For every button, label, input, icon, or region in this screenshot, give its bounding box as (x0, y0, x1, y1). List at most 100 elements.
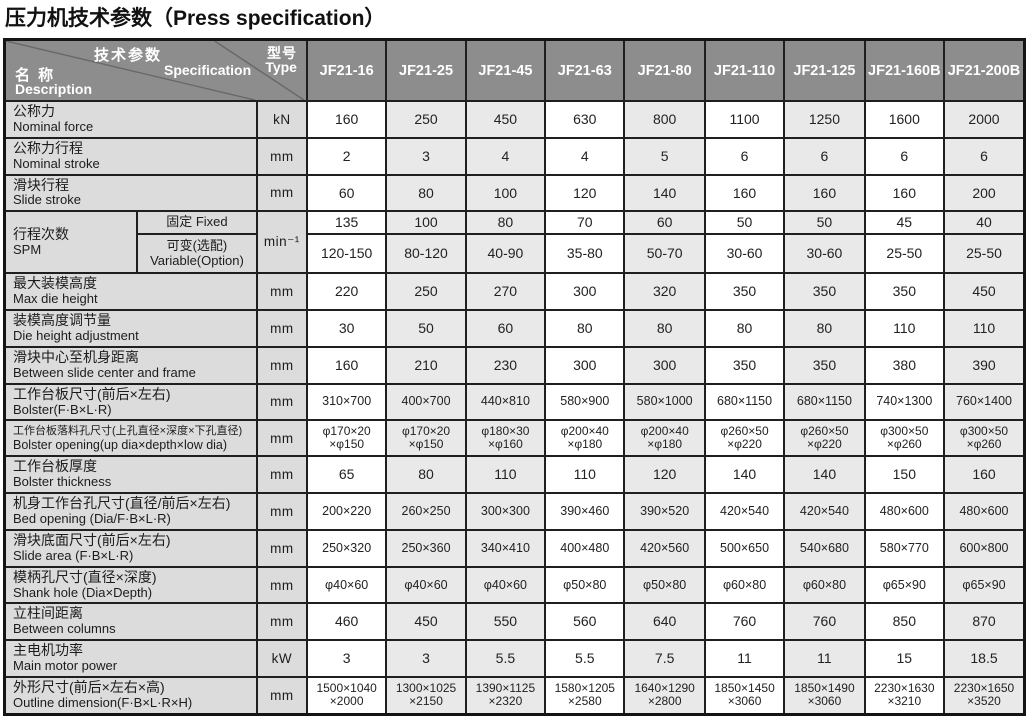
page-title: 压力机技术参数（Press specification） (5, 7, 386, 30)
table-row: 立柱间距离 Between columns mm 460 450 550 560 640 760… (3, 602, 1026, 642)
row-label-zh: 公称力行程 (13, 139, 83, 156)
spec-value-cell: 80 (385, 173, 467, 213)
spec-value-cell: 100 (385, 210, 467, 236)
spec-value-cell: 15 (863, 639, 946, 678)
spec-value-cell: 760×1400 (943, 382, 1026, 422)
spec-value-cell: φ60×80 (703, 565, 786, 605)
spec-value-cell: 600×800 (943, 528, 1026, 568)
table-row: 装模高度调节量 Die height adjustment mm 30 50 60 80 80… (3, 309, 1026, 348)
header-corner-cell: 技术参数 Specification 名 称 Description 型号 Ty… (3, 38, 308, 102)
spec-value-cell: 80-120 (385, 233, 467, 275)
row-label-en: Between slide center and frame (13, 364, 196, 380)
spec-value-cell: 50-70 (623, 233, 706, 275)
table-row: 工作台板落料孔尺寸(上孔直径×深度×下孔直径) Bolster opening(u… (3, 419, 1026, 458)
row-label-zh: 滑块底面尺寸(前后×左右) (13, 531, 171, 548)
spec-value-cell: 110 (464, 455, 547, 495)
spec-value-cell: 640 (623, 602, 706, 642)
table-row: 模柄孔尺寸(直径×深度) Shank hole (Dia×Depth) mm φ40×… (3, 565, 1026, 605)
spec-value-cell: 80 (544, 309, 626, 348)
spec-value-cell: 6 (943, 136, 1026, 176)
spec-value-cell: 160 (783, 173, 866, 213)
spec-value-cell: φ170×20 ×φ150 (385, 419, 467, 458)
spec-value-cell: 250 (385, 272, 467, 312)
row-label: 机身工作台孔尺寸(直径/前后×左右) Bed opening (Dia/F·B×L… (3, 492, 258, 531)
spec-value-cell: 6 (863, 136, 946, 176)
table-row: 公称力行程 Nominal stroke mm 2 3 4 4 5 6 6 6 6 (3, 136, 1026, 176)
spec-value-cell: 760 (783, 602, 866, 642)
spec-value-cell: 7.5 (623, 639, 706, 678)
row-label-en: SPM (13, 241, 42, 257)
unit-cell: mm (255, 173, 308, 213)
spec-value-cell: 200×220 (305, 492, 388, 531)
spec-value-cell: 250 (385, 100, 467, 139)
spec-value-cell: 160 (703, 173, 786, 213)
row-label-zh: 工作台板厚度 (13, 458, 97, 475)
row-label-en: Bed opening (Dia/F·B×L·R) (13, 511, 171, 527)
row-label-en: Bolster thickness (13, 474, 112, 490)
row-label-zh: 主电机功率 (13, 642, 83, 659)
corner-name-en: Description (15, 81, 93, 97)
spec-value-cell: 140 (783, 455, 866, 495)
row-label-zh: 滑块行程 (13, 176, 69, 193)
unit-cell: mm (255, 602, 308, 642)
spec-value-cell: φ260×50 ×φ220 (703, 419, 786, 458)
spec-value-cell: 30-60 (783, 233, 866, 275)
spec-value-cell: 850 (863, 602, 946, 642)
row-label-zh: 外形尺寸(前后×左右×高) (13, 678, 165, 695)
row-label-en: Bolster opening(up dia×depth×low dia) (13, 437, 228, 452)
spec-value-cell: φ300×50 ×φ260 (863, 419, 946, 458)
spec-value-cell: 1500×1040 ×2000 (305, 675, 388, 716)
table-row: 行程次数 SPM 固定 Fixed min⁻¹ 135 100 80 70 60 50 50 45 40 (3, 210, 1026, 275)
unit-cell: mm (255, 309, 308, 348)
spec-value-cell: 110 (863, 309, 946, 348)
spec-value-cell: 230 (464, 345, 547, 385)
row-label: 模柄孔尺寸(直径×深度) Shank hole (Dia×Depth) (3, 565, 258, 605)
spec-value-cell: 3 (305, 639, 388, 678)
spec-value-cell: 580×900 (544, 382, 626, 422)
spec-value-cell: 6 (783, 136, 866, 176)
spec-value-cell: 1600 (863, 100, 946, 139)
spec-value-cell: 135 (305, 210, 388, 236)
spec-value-cell: 350 (783, 272, 866, 312)
spec-value-cell: 160 (305, 100, 388, 139)
unit-cell: min⁻¹ (255, 210, 308, 275)
spec-value-cell: 800 (623, 100, 706, 139)
row-label-zh: 最大装模高度 (13, 275, 97, 292)
spec-value-cell: 50 (783, 210, 866, 236)
unit-cell: mm (255, 455, 308, 495)
row-label-en: Max die height (13, 291, 98, 307)
unit-cell: mm (255, 382, 308, 422)
spec-value-cell: 40 (943, 210, 1026, 236)
spec-value-cell: 60 (464, 309, 547, 348)
row-label: 工作台板尺寸(前后×左右) Bolster(F·B×L·R) (3, 382, 258, 422)
spec-value-cell: 250×320 (305, 528, 388, 568)
spec-value-cell: φ180×30 ×φ160 (464, 419, 547, 458)
model-header: JF21-160B (863, 38, 946, 102)
spec-value-cell: φ50×80 (623, 565, 706, 605)
spec-value-cell: 18.5 (943, 639, 1026, 678)
spec-value-cell: 5.5 (464, 639, 547, 678)
spec-value-cell: 150 (863, 455, 946, 495)
table-row: 滑块中心至机身距离 Between slide center and frame m… (3, 345, 1026, 385)
row-label: 公称力 Nominal force (3, 100, 258, 139)
row-label: 滑块中心至机身距离 Between slide center and frame (3, 345, 258, 385)
row-label-en: Main motor power (13, 658, 118, 674)
spec-value-cell: 2 (305, 136, 388, 176)
unit-cell: mm (255, 528, 308, 568)
row-label-zh: 行程次数 (13, 225, 69, 242)
spec-value-cell: 450 (385, 602, 467, 642)
spec-value-cell: 30 (305, 309, 388, 348)
row-label: 外形尺寸(前后×左右×高) Outline dimension(F·B×L·R×H… (3, 675, 258, 716)
row-label-en: Slide area (F·B×L·R) (13, 547, 134, 563)
spec-value-cell: φ170×20 ×φ150 (305, 419, 388, 458)
spec-value-cell: 140 (703, 455, 786, 495)
spec-value-cell: 300 (544, 345, 626, 385)
spec-value-cell: 390 (943, 345, 1026, 385)
spec-value-cell: 440×810 (464, 382, 547, 422)
row-label-en: Slide stroke (13, 192, 81, 208)
spec-value-cell: 50 (385, 309, 467, 348)
spec-value-cell: 3 (385, 136, 467, 176)
spec-value-cell: 1300×1025 ×2150 (385, 675, 467, 716)
spec-value-cell: 65 (305, 455, 388, 495)
spec-value-cell: 140 (623, 173, 706, 213)
